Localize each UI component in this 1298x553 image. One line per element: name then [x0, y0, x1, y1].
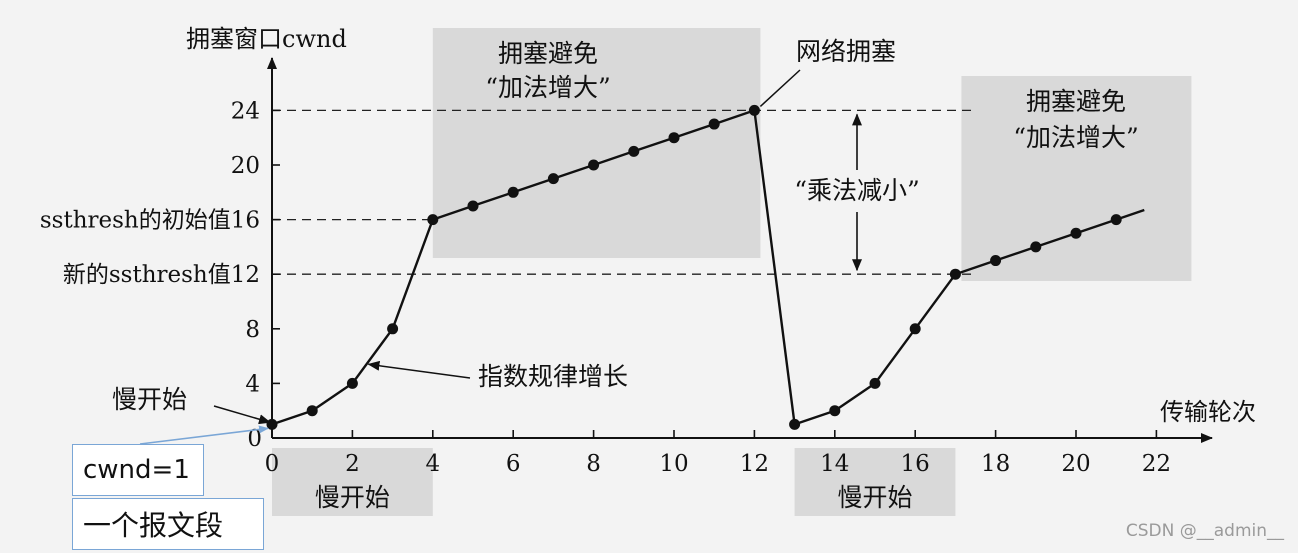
bottom-label-slow-start-2: 慢开始	[837, 483, 912, 512]
annotation-multiplicative-decrease: “乘法减小”	[794, 176, 920, 205]
annotation-network-congestion: 网络拥塞	[796, 37, 896, 66]
annotation-exponential-arrow	[367, 360, 471, 379]
data-point-0	[266, 418, 278, 430]
shaded-region-slow-start-2	[794, 448, 956, 516]
data-point-19	[1030, 241, 1042, 253]
data-point-13	[789, 418, 801, 430]
x-tick-label-18: 18	[981, 451, 1010, 477]
x-tick-label-22: 22	[1142, 451, 1171, 477]
x-tick-label-4: 4	[425, 451, 440, 477]
x-tick-label-0: 0	[265, 451, 280, 477]
data-point-6	[507, 186, 519, 198]
y-tick-label-0: 0	[247, 426, 262, 452]
data-point-2	[346, 377, 358, 389]
y-tick-label-24: 24	[231, 98, 260, 124]
x-tick-label-14: 14	[820, 451, 849, 477]
region-1-label-line-2: “加法增大”	[485, 73, 611, 102]
y-tick-label-12: 新的ssthresh值12	[63, 262, 260, 288]
data-point-16	[909, 323, 921, 335]
x-tick-label-12: 12	[740, 451, 769, 477]
y-tick-label-4: 4	[245, 371, 260, 397]
x-tick-label-16: 16	[901, 451, 930, 477]
bottom-label-slow-start-1: 慢开始	[315, 483, 390, 512]
data-point-20	[1070, 227, 1082, 239]
watermark: CSDN @__admin__	[1125, 521, 1284, 541]
data-point-1	[306, 405, 318, 417]
x-tick-label-8: 8	[586, 451, 601, 477]
data-point-18	[990, 255, 1002, 267]
data-point-3	[387, 323, 399, 335]
region-2-label-line-1: 拥塞避免	[1026, 87, 1126, 116]
cwnd-callout: cwnd=1	[72, 444, 204, 496]
segment-callout: 一个报文段	[72, 498, 264, 550]
shaded-region-slow-start-1	[272, 448, 433, 516]
data-point-17	[949, 268, 961, 280]
data-point-7	[547, 173, 559, 185]
shaded-region-congestion-avoidance-1	[432, 28, 761, 258]
data-point-15	[869, 377, 881, 389]
cwnd-callout-text: cwnd=1	[83, 455, 190, 485]
callout-pointer	[139, 425, 269, 445]
data-point-4	[427, 214, 439, 226]
annotation-exponential-growth: 指数规律增长	[478, 362, 628, 391]
segment-callout-text: 一个报文段	[83, 509, 224, 542]
y-tick-label-8: 8	[245, 317, 260, 343]
x-tick-label-6: 6	[506, 451, 521, 477]
data-point-21	[1110, 214, 1122, 226]
annotation-slow-start-origin-arrow	[213, 405, 271, 425]
region-1-label-line-1: 拥塞避免	[498, 39, 598, 68]
region-2-label-line-2: “加法增大”	[1013, 123, 1139, 152]
y-tick-label-20: 20	[231, 153, 260, 179]
x-tick-label-10: 10	[659, 451, 688, 477]
data-point-11	[708, 118, 720, 130]
data-point-5	[467, 200, 479, 212]
data-point-14	[829, 405, 841, 417]
data-point-12	[748, 104, 760, 116]
annotation-network-congestion-leader	[759, 69, 801, 107]
data-point-8	[588, 159, 600, 171]
x-tick-label-20: 20	[1061, 451, 1090, 477]
x-tick-label-2: 2	[345, 451, 360, 477]
x-axis-label: 传输轮次	[1160, 398, 1256, 426]
annotation-slow-start-origin: 慢开始	[112, 385, 187, 414]
data-point-9	[628, 145, 640, 157]
y-axis-label: 拥塞窗口cwnd	[186, 25, 347, 53]
y-tick-label-16: ssthresh的初始值16	[40, 208, 260, 234]
shaded-region-congestion-avoidance-2	[961, 76, 1192, 281]
data-point-10	[668, 132, 680, 144]
